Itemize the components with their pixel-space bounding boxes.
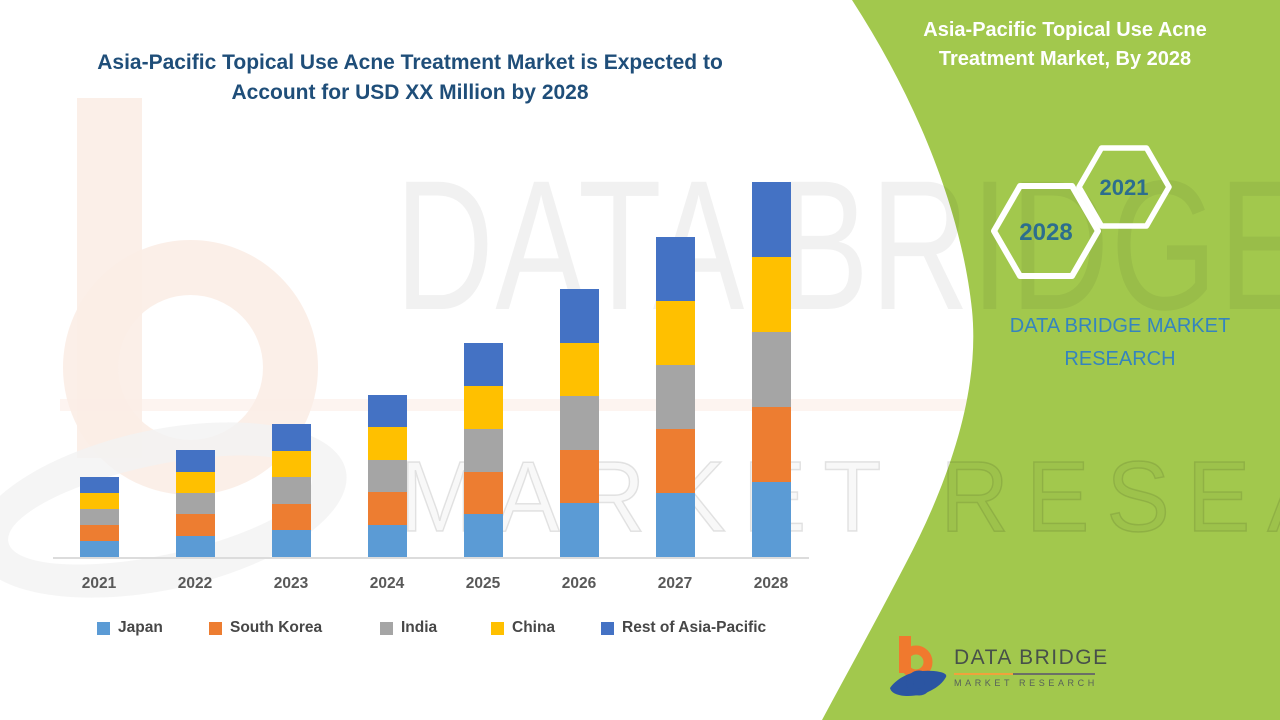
stacked-bar-2023 [271, 423, 311, 557]
side-panel-title: Asia-Pacific Topical Use Acne Treatment … [860, 16, 1270, 74]
bar-segment-rest-of-asia-pacific [655, 237, 695, 302]
bar-segment-rest-of-asia-pacific [367, 394, 407, 428]
x-axis-label-2024: 2024 [369, 575, 405, 592]
logo-underline [954, 673, 1095, 675]
bar-segment-india [367, 459, 407, 493]
bar-segment-india [463, 428, 503, 472]
bar-segment-rest-of-asia-pacific [79, 477, 119, 494]
bar-segment-japan [463, 514, 503, 557]
chart-title-line1: Asia-Pacific Topical Use Acne Treatment … [97, 51, 723, 74]
bar-segment-rest-of-asia-pacific [463, 343, 503, 386]
legend-item-india: India [380, 619, 437, 637]
brand-text-line1: DATA BRIDGE MARKET [1009, 315, 1231, 337]
bar-segment-india [271, 477, 311, 504]
bar-segment-china [751, 257, 791, 332]
hexagon-2028-label: 2028 [1019, 219, 1072, 246]
watermark-text-data-bridge: DATA BRIDGE [395, 143, 1280, 349]
bar-segment-india [751, 332, 791, 407]
logo-wordmark: DATA BRIDGE [954, 646, 1109, 669]
bar-segment-south-korea [271, 503, 311, 531]
bar-segment-south-korea [655, 429, 695, 494]
stacked-bar-2024 [367, 394, 407, 557]
chart-title: Asia-Pacific Topical Use Acne Treatment … [60, 48, 760, 108]
side-panel-title-line1: Asia-Pacific Topical Use Acne [923, 19, 1207, 41]
bar-segment-south-korea [367, 492, 407, 525]
bar-segment-india [175, 492, 215, 515]
bar-segment-china [79, 493, 119, 510]
hexagon-2021-outline [1076, 145, 1172, 229]
legend-item-china: China [491, 619, 555, 637]
x-axis-labels: 2021 2022 2023 2024 2025 2026 2027 2028 [51, 575, 819, 599]
legend-label: South Korea [230, 619, 323, 636]
legend-label: Rest of Asia-Pacific [622, 619, 767, 636]
legend-label: Japan [118, 619, 163, 636]
data-bridge-logo: DATA BRIDGE MARKET RESEARCH [888, 634, 1109, 702]
watermark-text-market-research: MARKET RESEARCH [399, 440, 1280, 554]
bar-segment-japan [175, 535, 215, 557]
bar-segment-japan [559, 503, 599, 557]
legend-swatch-icon [97, 621, 110, 635]
legend-swatch-icon [380, 621, 393, 635]
legend-label: China [512, 619, 556, 636]
legend-item-rest-of-asia-pacific: Rest of Asia-Pacific [601, 619, 766, 637]
bar-segment-india [655, 365, 695, 430]
stacked-bar-2028 [751, 182, 791, 557]
bar-segment-china [559, 342, 599, 397]
chart-title-line2: Account for USD XX Million by 2028 [231, 81, 589, 104]
bar-segment-rest-of-asia-pacific [175, 450, 215, 472]
bar-segment-rest-of-asia-pacific [559, 288, 599, 343]
bar-segment-south-korea [175, 514, 215, 536]
bar-segment-japan [655, 493, 695, 557]
legend-item-south-korea: South Korea [209, 619, 322, 637]
x-axis-label-2023: 2023 [273, 575, 309, 592]
bar-segment-china [367, 427, 407, 460]
hexagon-year-badges: 2021 2028 [991, 145, 1172, 279]
bar-segment-china [463, 386, 503, 429]
bar-segment-south-korea [559, 449, 599, 504]
hexagon-2028-outline [991, 183, 1101, 279]
x-axis-label-2025: 2025 [465, 575, 501, 592]
hexagon-2021-label: 2021 [1100, 175, 1149, 200]
legend-swatch-icon [209, 621, 222, 635]
logo-subtitle: MARKET RESEARCH [954, 678, 1098, 688]
bar-segment-south-korea [751, 407, 791, 482]
side-panel-brand-text: DATA BRIDGE MARKET RESEARCH [960, 310, 1280, 376]
x-axis-label-2028: 2028 [753, 575, 789, 592]
legend-label: India [401, 619, 438, 636]
bar-segment-india [79, 509, 119, 526]
x-axis-label-2022: 2022 [177, 575, 213, 592]
bar-segment-rest-of-asia-pacific [751, 182, 791, 257]
side-panel-title-line2: Treatment Market, By 2028 [938, 48, 1192, 70]
brand-text-line2: RESEARCH [1064, 348, 1176, 370]
chart-legend: Japan South Korea India China Rest of Asia-P… [90, 619, 820, 641]
x-axis-line [53, 557, 809, 559]
bar-segment-japan [271, 530, 311, 557]
x-axis-label-2026: 2026 [561, 575, 597, 592]
data-bridge-logo-icon [890, 636, 947, 696]
x-axis-label-2027: 2027 [657, 575, 693, 592]
logo-text-block: DATA BRIDGE MARKET RESEARCH [954, 634, 1109, 702]
bar-chart-plot-area [51, 179, 819, 559]
stacked-bar-2026 [559, 288, 599, 557]
x-axis-label-2021: 2021 [81, 575, 117, 592]
stacked-bar-2021 [79, 477, 119, 557]
legend-swatch-icon [491, 621, 504, 635]
bar-segment-japan [367, 524, 407, 557]
stacked-bar-2025 [463, 343, 503, 557]
stacked-bar-2022 [175, 450, 215, 557]
bar-segment-china [271, 450, 311, 478]
bar-segment-china [175, 471, 215, 493]
bar-segment-rest-of-asia-pacific [271, 423, 311, 451]
legend-swatch-icon [601, 621, 614, 635]
bar-segment-china [655, 301, 695, 366]
bar-segment-india [559, 396, 599, 450]
bar-segment-south-korea [79, 525, 119, 542]
bar-segment-japan [79, 541, 119, 557]
stacked-bar-2027 [655, 237, 695, 557]
legend-item-japan: Japan [97, 619, 163, 637]
bar-segment-south-korea [463, 471, 503, 515]
bar-segment-japan [751, 482, 791, 557]
